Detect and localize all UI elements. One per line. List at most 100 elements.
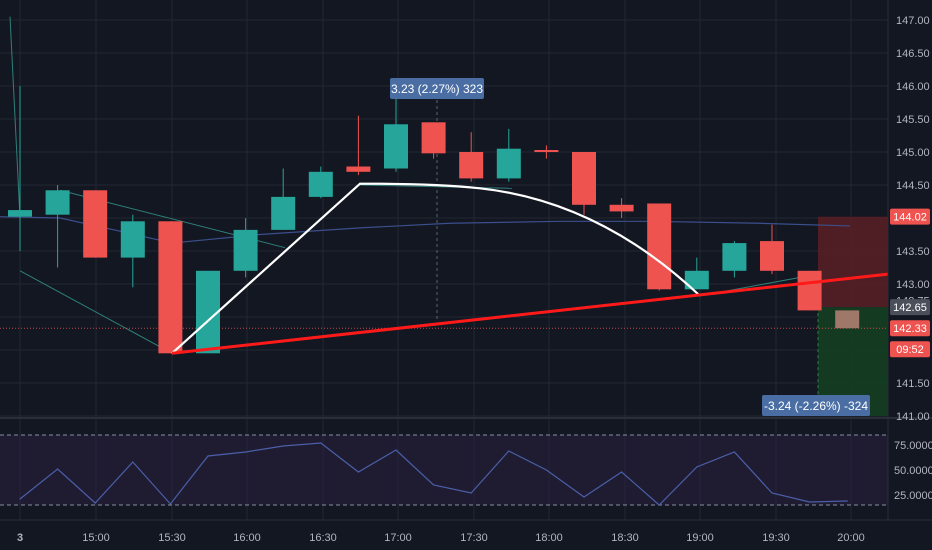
y-tick-label: 141.00 — [896, 411, 930, 423]
candle-bullish[interactable] — [684, 270, 709, 290]
y-tick-label: 146.00 — [896, 81, 930, 93]
rsi-point — [583, 496, 585, 498]
rsi-band — [0, 435, 888, 505]
rsi-point — [19, 498, 21, 500]
candle-bearish[interactable] — [835, 310, 860, 329]
candle-bullish[interactable] — [120, 221, 145, 258]
countdown-tag-bg — [890, 341, 930, 358]
rsi-point — [621, 471, 623, 473]
y-tick-label: 145.00 — [896, 147, 930, 159]
rsi-point — [508, 450, 510, 452]
x-tick-label: 16:00 — [233, 532, 261, 544]
x-tick-label: 17:00 — [384, 532, 412, 544]
candle-bearish[interactable] — [609, 204, 634, 212]
candle-bearish[interactable] — [459, 152, 484, 179]
candle-bullish[interactable] — [496, 148, 521, 179]
rsi-point — [733, 451, 736, 453]
candle-bullish[interactable] — [45, 190, 70, 215]
candle-bullish[interactable] — [8, 210, 32, 217]
candle-bullish[interactable] — [271, 196, 296, 230]
measure-down-text: -3.24 (-2.26%) -324 — [764, 399, 868, 413]
y-tick-label: 147.00 — [896, 15, 930, 27]
x-tick-label: 15:00 — [82, 532, 110, 544]
rsi-point — [696, 466, 698, 468]
y-tick-label: 144.50 — [896, 180, 930, 192]
y-tick-label: 145.50 — [896, 114, 930, 126]
rsi-point — [395, 449, 397, 451]
rsi-point — [545, 469, 548, 471]
candle-bearish[interactable] — [797, 270, 822, 311]
measure-down-label[interactable]: -3.24 (-2.26%) -324 — [762, 395, 870, 416]
price-tag-high: 144.02 — [890, 208, 930, 225]
countdown-tag: 09:52 — [890, 341, 930, 358]
candle-bullish[interactable] — [722, 243, 747, 271]
x-tick-label: 19:30 — [762, 532, 790, 544]
neckline — [359, 184, 513, 189]
candle-bearish[interactable] — [83, 190, 108, 258]
x-tick-label: 17:30 — [460, 532, 488, 544]
countdown-tag-text: 09:52 — [896, 344, 924, 356]
y-tick-label: 146.50 — [896, 48, 930, 60]
rsi-point — [320, 442, 322, 444]
measure-up-bg — [390, 78, 484, 99]
y-tick-label: 141.50 — [896, 378, 930, 390]
measure-up-label[interactable]: 3.23 (2.27%) 323 — [390, 78, 484, 99]
rsi-point — [94, 502, 96, 504]
candle-bearish[interactable] — [534, 150, 559, 153]
rsi-point — [470, 492, 472, 494]
rsi-point — [771, 492, 773, 494]
candle-bullish[interactable] — [384, 124, 408, 169]
rsi-point — [57, 468, 59, 470]
candle-bearish[interactable] — [158, 221, 183, 354]
candle-bullish[interactable] — [308, 171, 333, 197]
price-tag-last: 142.33 — [890, 320, 930, 337]
rsi-tick-label: 75.0000 — [894, 440, 932, 452]
x-tick-label: 18:00 — [535, 532, 563, 544]
y-tick-label: 143.00 — [896, 279, 930, 291]
pattern-drawings[interactable]: 3.23 (2.27%) 323 -3.24 (-2.26%) -324 — [171, 78, 889, 416]
candle-bearish[interactable] — [647, 203, 672, 290]
x-tick-label: 15:30 — [158, 532, 186, 544]
rsi-point — [357, 471, 359, 473]
x-tick-label: 18:30 — [611, 532, 639, 544]
x-tick-label: 20:00 — [837, 532, 865, 544]
rsi-point — [245, 451, 247, 453]
price-tag-current-bg — [890, 299, 930, 316]
x-tick-label: 16:30 — [309, 532, 337, 544]
rsi-panel[interactable] — [0, 417, 932, 506]
price-tag-high-text: 144.02 — [893, 212, 927, 224]
channel-line-lower — [19, 270, 173, 354]
candle-bullish[interactable] — [233, 229, 258, 271]
candle-bearish[interactable] — [572, 152, 596, 205]
candle-bearish[interactable] — [421, 122, 446, 154]
candle-bullish[interactable] — [196, 270, 220, 354]
x-tick-label: 19:00 — [686, 532, 714, 544]
rsi-tick-label: 25.0000 — [894, 490, 932, 502]
price-tag-last-text: 142.33 — [893, 323, 927, 335]
price-tag-current: 142.65 — [890, 299, 930, 316]
price-tag-last-bg — [890, 320, 930, 337]
rsi-tick-label: 50.0000 — [894, 465, 932, 477]
measure-up-text: 3.23 (2.27%) 323 — [391, 82, 483, 96]
rsi-point — [282, 445, 284, 447]
candle-bearish[interactable] — [346, 166, 371, 172]
rsi-point — [433, 484, 435, 486]
candles[interactable] — [8, 86, 860, 354]
price-tag-high-bg — [890, 208, 930, 225]
measure-down-bg — [762, 395, 870, 416]
y-tick-label: 143.50 — [896, 246, 930, 258]
rsi-point — [658, 504, 660, 506]
channel-line-start — [9, 16, 21, 219]
candle-bearish[interactable] — [760, 241, 784, 271]
cup-pattern-line[interactable] — [171, 182, 701, 355]
x-tick-label: 3 — [17, 532, 23, 544]
rsi-point — [132, 461, 134, 463]
stop-loss-zone[interactable] — [818, 216, 888, 308]
rsi-point — [169, 503, 171, 505]
rsi-point — [846, 500, 848, 502]
price-tag-current-text: 142.65 — [893, 302, 927, 314]
trend-line[interactable] — [171, 272, 889, 355]
